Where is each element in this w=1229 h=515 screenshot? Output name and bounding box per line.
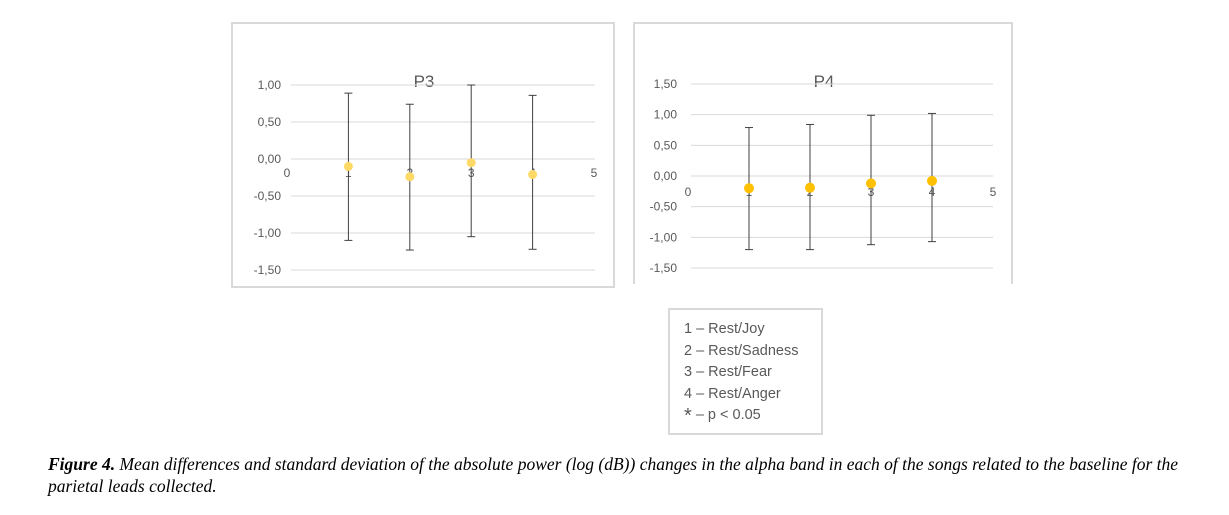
- caption-text: Mean differences and standard deviation …: [48, 454, 1179, 496]
- y-tick-label: 1,50: [654, 77, 678, 91]
- legend-significance: * – p < 0.05: [684, 405, 821, 428]
- chart-p4: P41,501,000,500,00-0,50-1,00-1,50012345: [633, 22, 1013, 284]
- data-point: [528, 170, 538, 180]
- y-tick-label: 0,00: [654, 169, 678, 183]
- legend-item: 4 – Rest/Anger: [684, 385, 781, 402]
- y-tick-label: -0,50: [650, 200, 678, 214]
- caption-label: Figure 4.: [48, 454, 116, 474]
- legend-box: 1 – Rest/Joy 2 – Rest/Sadness 3 – Rest/F…: [668, 308, 823, 435]
- legend-item: 3 – Rest/Fear: [684, 364, 772, 380]
- y-tick-label: 0,50: [654, 138, 678, 152]
- y-tick-label: 0,00: [258, 152, 282, 166]
- chart-p4-svg: P41,501,000,500,00-0,50-1,00-1,50012345: [650, 72, 997, 275]
- data-point: [805, 182, 815, 193]
- chart-p3-svg: P31,000,500,00-0,50-1,00-1,50012345: [254, 72, 598, 277]
- x-tick-label: 5: [990, 185, 997, 199]
- y-tick-label: 0,50: [258, 115, 282, 129]
- legend-item: 1 – Rest/Joy: [684, 321, 765, 337]
- data-point: [927, 175, 937, 186]
- y-tick-label: -1,00: [650, 230, 678, 244]
- chart-p3: P31,000,500,00-0,50-1,00-1,50012345: [231, 22, 615, 288]
- data-point: [343, 161, 353, 171]
- x-tick-label: 0: [284, 166, 291, 180]
- chart-title: P4: [814, 72, 835, 91]
- data-point: [744, 183, 754, 194]
- y-tick-label: 1,00: [654, 108, 678, 122]
- x-tick-label: 5: [591, 166, 598, 180]
- data-point: [866, 178, 876, 189]
- data-point: [405, 172, 415, 182]
- chart-title: P3: [414, 72, 435, 91]
- figure-caption: Figure 4. Mean differences and standard …: [48, 453, 1208, 497]
- y-tick-label: 1,00: [258, 78, 282, 92]
- y-tick-label: -1,50: [650, 261, 678, 275]
- x-tick-label: 0: [685, 185, 692, 199]
- legend-item: 2 – Rest/Sadness: [684, 342, 799, 359]
- y-tick-label: -1,50: [254, 263, 282, 277]
- y-tick-label: -0,50: [254, 189, 282, 203]
- data-point: [466, 158, 476, 168]
- y-tick-label: -1,00: [254, 226, 282, 240]
- significance-text: – p < 0.05: [691, 407, 761, 423]
- significance-symbol: *: [684, 405, 692, 427]
